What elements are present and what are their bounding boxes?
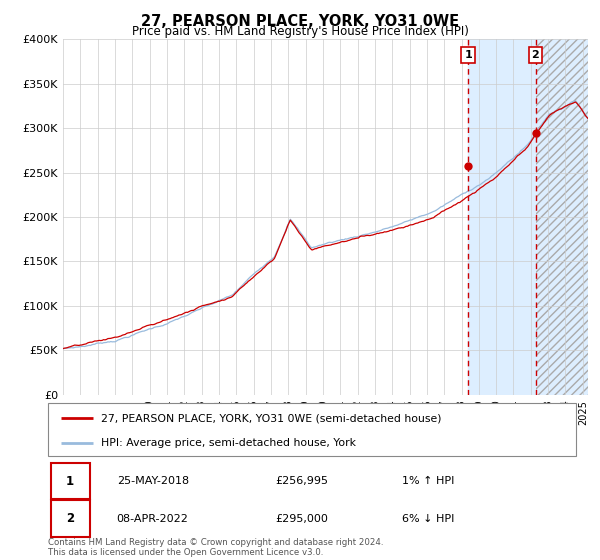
Text: 1: 1 xyxy=(66,474,74,488)
27, PEARSON PLACE, YORK, YO31 0WE (semi-detached house) xyxy=(421,217,428,224)
27, PEARSON PLACE, YORK, YO31 0WE (semi-detached house) xyxy=(149,321,157,328)
HPI: Average price, semi-detached house, York: (2.02e+03, 2.02e+05): Average price, semi-detached house, York… xyxy=(421,212,428,218)
Text: 1: 1 xyxy=(464,50,472,60)
Text: 27, PEARSON PLACE, YORK, YO31 0WE (semi-detached house): 27, PEARSON PLACE, YORK, YO31 0WE (semi-… xyxy=(101,413,442,423)
HPI: Average price, semi-detached house, York: (2.02e+03, 2.2e+05): Average price, semi-detached house, York… xyxy=(451,196,458,203)
Text: Price paid vs. HM Land Registry's House Price Index (HPI): Price paid vs. HM Land Registry's House … xyxy=(131,25,469,38)
27, PEARSON PLACE, YORK, YO31 0WE (semi-detached house) xyxy=(572,99,579,105)
Text: 2: 2 xyxy=(532,50,539,60)
27, PEARSON PLACE, YORK, YO31 0WE (semi-detached house) xyxy=(168,315,175,321)
Line: 27, PEARSON PLACE, YORK, YO31 0WE (semi-detached house): 27, PEARSON PLACE, YORK, YO31 0WE (semi-… xyxy=(63,102,592,348)
HPI: Average price, semi-detached house, York: (2e+03, 8.25e+04): Average price, semi-detached house, York… xyxy=(168,318,175,325)
HPI: Average price, semi-detached house, York: (2.01e+03, 1.76e+05): Average price, semi-detached house, York… xyxy=(344,235,352,242)
HPI: Average price, semi-detached house, York: (2e+03, 5.96e+04): Average price, semi-detached house, York… xyxy=(112,338,119,345)
Text: 1% ↑ HPI: 1% ↑ HPI xyxy=(402,476,454,486)
Bar xyxy=(536,0,588,395)
Text: Contains HM Land Registry data © Crown copyright and database right 2024.
This d: Contains HM Land Registry data © Crown c… xyxy=(48,538,383,557)
27, PEARSON PLACE, YORK, YO31 0WE (semi-detached house) xyxy=(112,334,119,340)
HPI: Average price, semi-detached house, York: (2.02e+03, 3.31e+05): Average price, semi-detached house, York… xyxy=(572,97,579,104)
27, PEARSON PLACE, YORK, YO31 0WE (semi-detached house) xyxy=(59,345,67,352)
FancyBboxPatch shape xyxy=(50,463,90,499)
Text: 08-APR-2022: 08-APR-2022 xyxy=(116,514,188,524)
HPI: Average price, semi-detached house, York: (2.03e+03, 3.05e+05): Average price, semi-detached house, York… xyxy=(588,120,595,127)
Text: 2: 2 xyxy=(66,512,74,525)
Bar xyxy=(536,39,588,395)
Text: 25-MAY-2018: 25-MAY-2018 xyxy=(116,476,189,486)
Text: HPI: Average price, semi-detached house, York: HPI: Average price, semi-detached house,… xyxy=(101,438,356,448)
27, PEARSON PLACE, YORK, YO31 0WE (semi-detached house) xyxy=(451,202,458,208)
27, PEARSON PLACE, YORK, YO31 0WE (semi-detached house) xyxy=(344,237,352,244)
Text: 6% ↓ HPI: 6% ↓ HPI xyxy=(402,514,454,524)
FancyBboxPatch shape xyxy=(50,501,90,536)
Text: £295,000: £295,000 xyxy=(275,514,328,524)
Line: HPI: Average price, semi-detached house, York: HPI: Average price, semi-detached house,… xyxy=(63,101,592,348)
HPI: Average price, semi-detached house, York: (2e+03, 7.48e+04): Average price, semi-detached house, York… xyxy=(149,325,157,332)
27, PEARSON PLACE, YORK, YO31 0WE (semi-detached house) xyxy=(588,120,595,127)
HPI: Average price, semi-detached house, York: (2e+03, 5.2e+04): Average price, semi-detached house, York… xyxy=(59,345,67,352)
Text: 27, PEARSON PLACE, YORK, YO31 0WE: 27, PEARSON PLACE, YORK, YO31 0WE xyxy=(141,14,459,29)
FancyBboxPatch shape xyxy=(48,403,576,456)
Text: £256,995: £256,995 xyxy=(275,476,328,486)
Bar xyxy=(468,39,536,395)
